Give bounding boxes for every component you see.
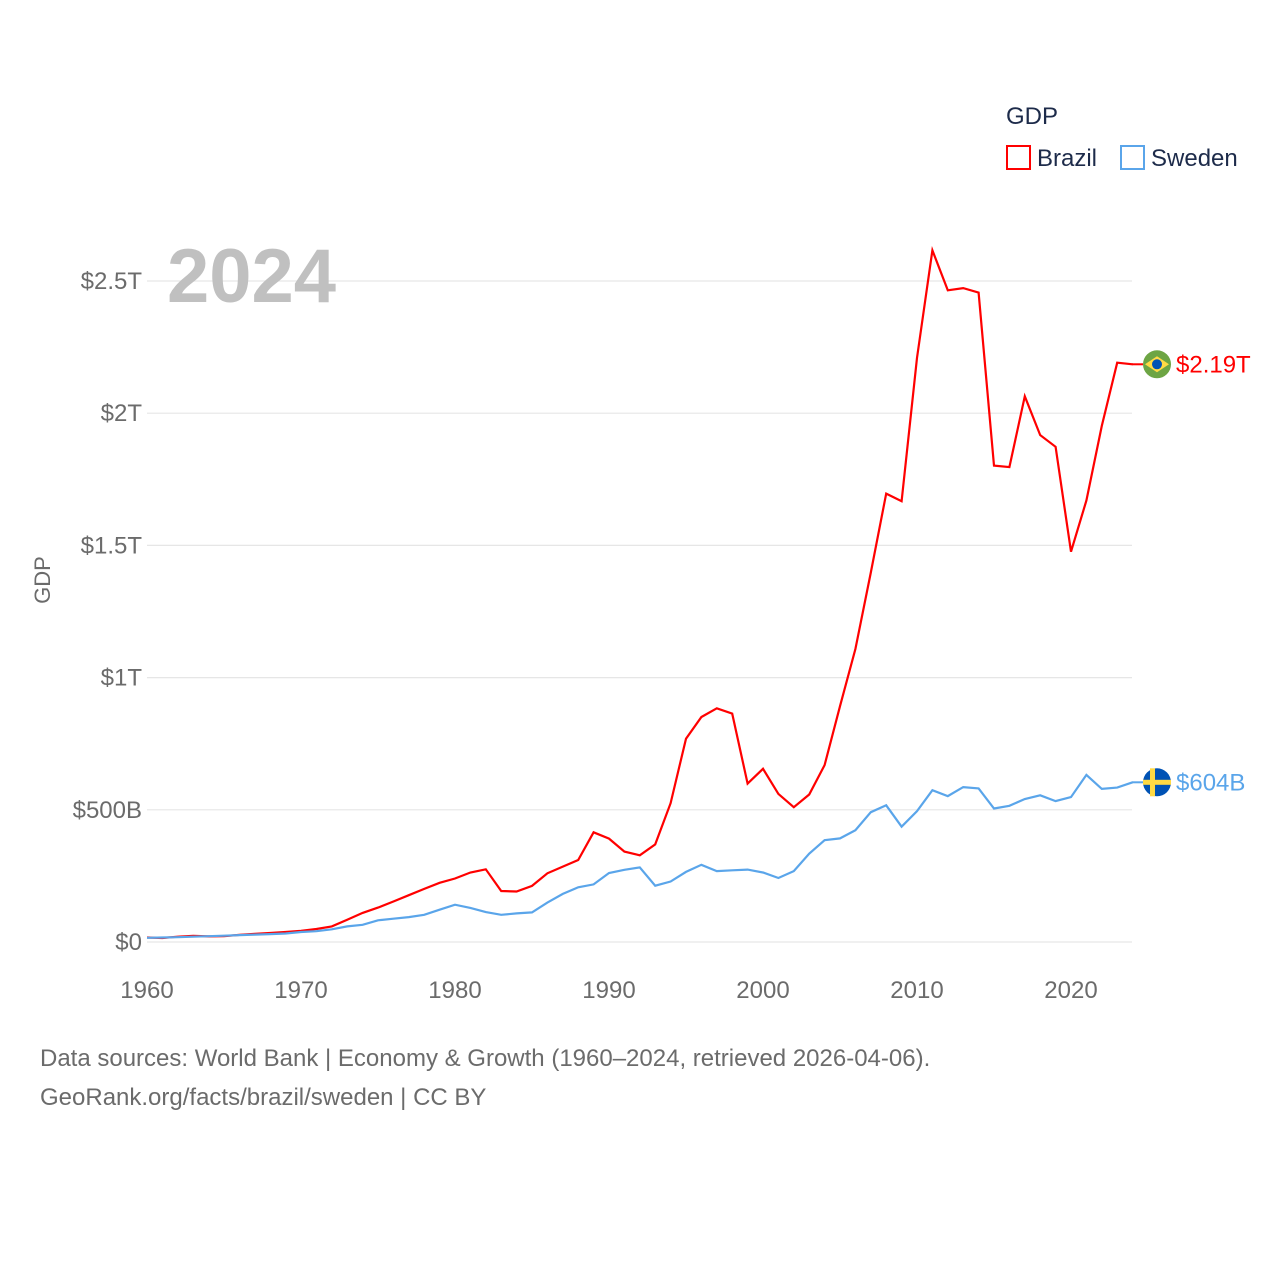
series-line-brazil <box>146 245 1133 940</box>
brazil-flag-icon <box>1143 350 1171 379</box>
legend-title: GDP <box>1006 103 1058 130</box>
legend-swatch-sweden[interactable] <box>1120 145 1145 170</box>
y-tick-label: $2.5T <box>81 268 143 295</box>
x-tick-label: 2020 <box>1044 977 1097 1004</box>
flag-cross-h <box>1143 779 1171 785</box>
end-value-label-brazil: $2.19T <box>1176 351 1251 378</box>
y-tick-label: $1.5T <box>81 532 143 559</box>
year-watermark: 2024 <box>167 234 336 319</box>
footer-sources: Data sources: World Bank | Economy & Gro… <box>40 1045 931 1072</box>
sweden-flag-icon <box>1143 768 1171 797</box>
series-line-sweden <box>146 773 1133 939</box>
x-tick-label: 1990 <box>582 977 635 1004</box>
y-tick-label: $0 <box>115 929 142 956</box>
y-tick-label: $500B <box>73 797 142 824</box>
flag-globe <box>1152 359 1162 370</box>
y-tick-label: $2T <box>101 400 143 427</box>
gdp-line-chart: $0 $500B $1T $1.5T $2T $2.5T 1960 1970 1980 1990… <box>30 103 1251 1004</box>
x-tick-label: 1970 <box>274 977 327 1004</box>
legend: GDP Brazil Sweden <box>1006 103 1238 172</box>
legend-label-sweden[interactable]: Sweden <box>1151 145 1238 172</box>
x-tick-label: 1960 <box>120 977 173 1004</box>
legend-label-brazil[interactable]: Brazil <box>1037 145 1097 172</box>
x-tick-label: 2010 <box>890 977 943 1004</box>
footer-attribution: GeoRank.org/facts/brazil/sweden | CC BY <box>40 1084 487 1111</box>
legend-swatch-brazil[interactable] <box>1006 145 1031 170</box>
flag-cross-v <box>1150 768 1155 797</box>
y-axis-label: GDP <box>30 556 55 604</box>
end-value-label-sweden: $604B <box>1176 769 1245 796</box>
x-tick-label: 2000 <box>736 977 789 1004</box>
x-tick-label: 1980 <box>428 977 481 1004</box>
y-tick-label: $1T <box>101 665 143 692</box>
